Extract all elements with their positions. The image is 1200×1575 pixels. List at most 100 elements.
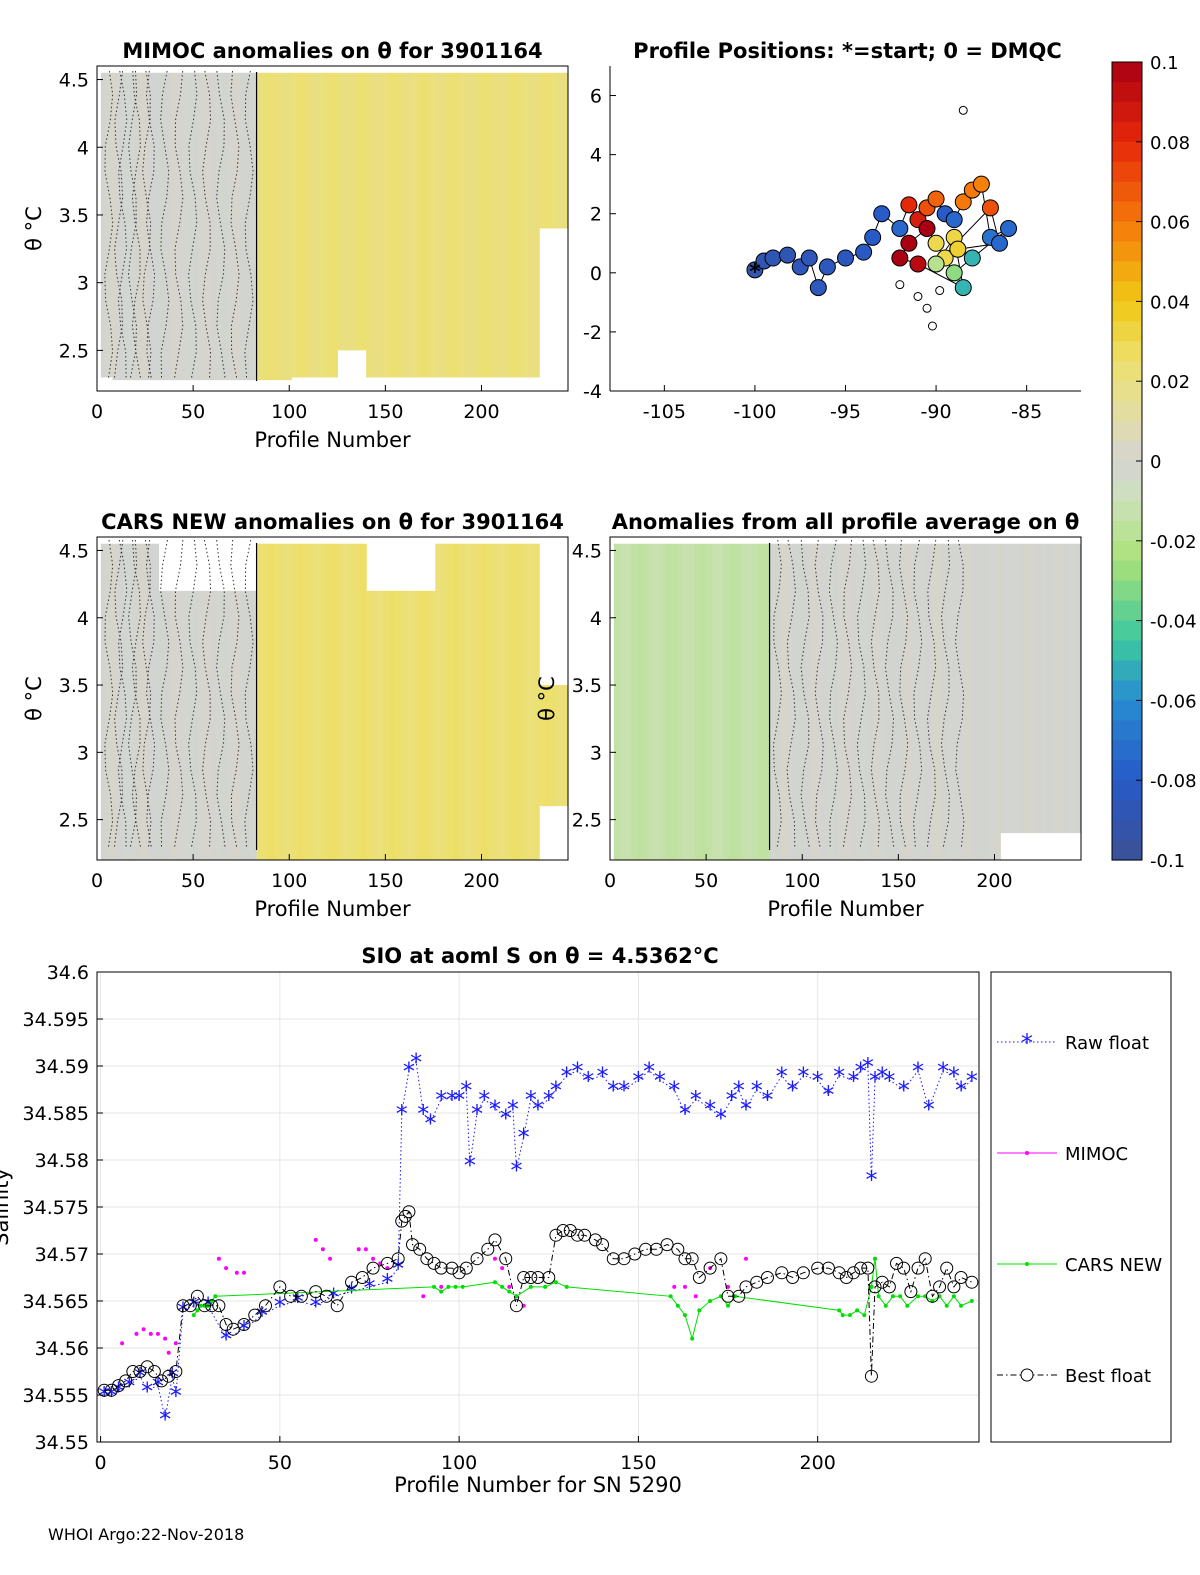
colorbar-swatch [1112, 261, 1142, 283]
salinity-cars-point [708, 1299, 713, 1303]
all-avg-anom-cell [844, 543, 851, 860]
cars-anom-cell [279, 543, 286, 860]
all-avg-anom-xtick-label: 50 [694, 870, 718, 892]
cars-anom-ylabel: θ °C [22, 676, 46, 721]
all-avg-anom-cell [775, 543, 782, 860]
colorbar-tick-label: 0.02 [1150, 372, 1190, 393]
colorbar-swatch [1112, 161, 1142, 183]
mimoc-anom-xtick-label: 150 [367, 401, 403, 423]
all-avg-anom-cell [659, 543, 667, 860]
mimoc-anom-xtick-label: 50 [181, 401, 205, 423]
mimoc-anom-xtick-label: 0 [91, 401, 103, 423]
salinity-best-point [488, 1233, 502, 1247]
mimoc-anom-cell [521, 72, 529, 378]
salinity-raw-point: * [597, 1062, 609, 1090]
mimoc-anom-frame [96, 65, 569, 392]
mimoc-anom-cell [556, 72, 563, 229]
all-avg-anom-cell [1023, 543, 1030, 834]
salinity-best-point [169, 1365, 183, 1378]
all-avg-anom-cell [959, 543, 967, 860]
cars-anom-cell [446, 543, 454, 860]
positions-ytick-label: 6 [590, 86, 602, 108]
salinity-best-point [678, 1252, 692, 1266]
salinity-raw-point: * [403, 1058, 415, 1086]
salinity-best-point [140, 1360, 154, 1374]
mimoc-anom-ytick-label: 4.5 [59, 70, 89, 92]
salinity-ytick-label: 34.56 [35, 1338, 89, 1360]
salinity-best-point [578, 1228, 592, 1242]
salinity-best-point [427, 1256, 441, 1270]
salinity-raw-point: * [500, 1105, 512, 1133]
cars-anom-cell [544, 685, 552, 807]
cars-anom-cell [441, 543, 448, 860]
salinity-best-point [147, 1365, 161, 1378]
mimoc-anom-cell [279, 72, 286, 381]
salinity-cars-point [675, 1303, 680, 1308]
salinity-mimoc-point [500, 1266, 505, 1271]
salinity-title: SIO at aoml S on θ = 4.5362°C [361, 944, 718, 968]
salinity-best-point [499, 1252, 513, 1266]
salinity-raw-point: * [435, 1086, 447, 1114]
cars-anom-cell [377, 590, 385, 860]
mimoc-anom-cell [233, 72, 240, 381]
salinity-best-point [481, 1242, 495, 1256]
salinity-cars-point [500, 1284, 505, 1289]
all-avg-anom-cell [856, 543, 863, 860]
salinity-best-point [509, 1299, 523, 1313]
cars-anom-cell [343, 543, 350, 860]
all-avg-anom-cell [706, 543, 713, 860]
all-avg-anom-ytick-label: 3 [590, 742, 602, 764]
cars-anom-cell [383, 590, 390, 860]
positions-ytick-label: 0 [590, 263, 602, 285]
mimoc-anom-contour [188, 68, 198, 378]
salinity-best-point [854, 1261, 868, 1275]
salinity-cars-point [840, 1313, 845, 1318]
mimoc-anom-cell [129, 72, 137, 381]
all-avg-anom-cell [683, 543, 690, 860]
all-avg-anom-cell [884, 543, 892, 860]
salinity-cars-point [873, 1256, 878, 1261]
salinity-frame [96, 971, 980, 1443]
salinity-mimoc-point [120, 1341, 125, 1346]
cars-anom-cell [366, 590, 373, 860]
salinity-raw-point: * [170, 1382, 182, 1410]
salinity-raw-point: * [883, 1067, 895, 1095]
colorbar-tick-label: 0.1 [1150, 53, 1179, 74]
all-avg-anom-cell [1057, 543, 1065, 834]
mimoc-anom-contour [127, 68, 138, 378]
salinity-best-point [940, 1261, 954, 1275]
all-avg-anom-cell [879, 543, 886, 860]
mimoc-anom-cell [325, 72, 333, 378]
salinity-raw-point: * [822, 1081, 834, 1109]
salinity-cars-point [553, 1280, 558, 1285]
salinity-raw-point: * [855, 1058, 867, 1086]
cars-anom-cell [129, 543, 137, 860]
salinity-best-point [617, 1252, 631, 1266]
salinity-cars-point [951, 1294, 956, 1299]
salinity-ytick-label: 34.565 [23, 1291, 89, 1313]
all-avg-anom-cell [827, 543, 834, 860]
salinity-best-point [911, 1261, 925, 1275]
salinity-best-point [406, 1238, 420, 1252]
salinity-mimoc-point [216, 1256, 221, 1261]
salinity-cars-point [916, 1294, 921, 1299]
mimoc-anom-cell [343, 72, 350, 351]
mimoc-anom-cell [406, 72, 413, 378]
salinity-mimoc-point [356, 1247, 361, 1252]
salinity-best-point [226, 1322, 240, 1336]
mimoc-anom-cell [394, 72, 402, 378]
cars-anom-xtick-label: 150 [367, 870, 403, 892]
salinity-best-point [811, 1261, 825, 1275]
salinity-cars-point [905, 1303, 910, 1308]
salinity-best-point [692, 1271, 706, 1284]
salinity-ytick-label: 34.57 [35, 1244, 89, 1266]
all-avg-anom-axes: 0 50 100 150 200 2.5 3 3.5 4 4.5 Anomalies from al… [535, 510, 1082, 921]
salinity-best-point [882, 1280, 896, 1294]
salinity-raw-point: * [256, 1302, 268, 1330]
mimoc-anom-xtick-label: 200 [463, 401, 499, 423]
mimoc-anom-cell [504, 72, 511, 378]
all-avg-anom-cell [954, 543, 961, 860]
mimoc-anom-ytick-label: 3.5 [59, 205, 89, 227]
salinity-cars-point [195, 1308, 200, 1313]
mimoc-anom-cell [152, 72, 160, 381]
